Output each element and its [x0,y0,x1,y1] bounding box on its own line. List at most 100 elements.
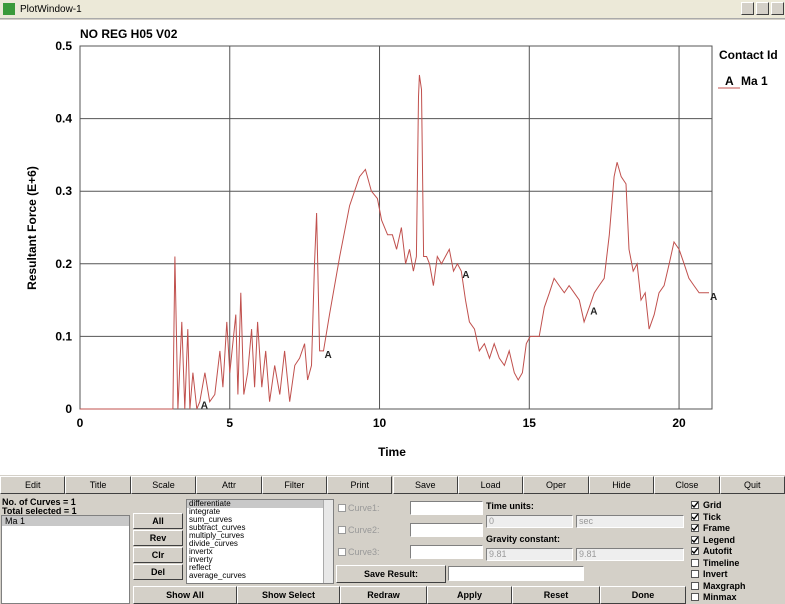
function-item[interactable]: integrate [189,507,221,516]
maximize[interactable] [756,2,769,15]
toolbar-button[interactable]: Title [65,476,131,494]
toolbar-button[interactable]: Scale [130,476,197,494]
function-item[interactable]: divide_curves [189,539,238,548]
curve-field-label: Curve1: [348,503,380,513]
toolbar-button[interactable]: Quit [719,476,785,494]
footer-button[interactable]: Done [600,586,686,604]
option-checkbox[interactable] [691,570,699,578]
check-mark [692,525,698,531]
title-bar: PlotWindow-1 [0,0,785,19]
toolbar-button[interactable]: Hide [588,476,655,494]
curve-checkbox[interactable] [338,526,346,534]
time-units-select[interactable]: 0 [486,515,573,528]
footer-button[interactable]: Show All [133,586,237,604]
curve-marker: A [590,306,597,317]
chart-title: NO REG H05 V02 [80,27,178,41]
check-mark [692,536,698,543]
option-checkbox[interactable] [691,547,699,555]
function-item[interactable]: subtract_curves [189,523,246,532]
option-label: Grid [703,500,722,510]
option-checkbox[interactable] [691,501,699,509]
legend-title: Contact Id [719,48,778,62]
toolbar-button[interactable]: Filter [261,476,328,494]
time-units-label: Time units: [486,501,534,511]
curve-field[interactable] [410,545,483,559]
footer-button[interactable]: Redraw [340,586,427,604]
check-mark [692,513,698,520]
option-label: Legend [703,534,736,545]
toolbar-button[interactable]: Oper [523,476,589,494]
curve-item[interactable]: Ma 1 [2,516,129,526]
curve-button[interactable]: All [133,513,183,529]
option-label: Minmax [703,592,737,602]
curve-list: Ma 1 [1,515,130,604]
x-tick-label: 5 [226,416,233,430]
app-icon [3,3,15,15]
option-checkbox[interactable] [691,535,699,544]
minimize[interactable] [741,2,754,15]
toolbar-button[interactable]: Print [327,476,393,494]
close-window[interactable] [771,2,784,15]
curve-checkbox[interactable] [338,548,346,556]
footer-button[interactable]: Show Select [237,586,340,604]
gravity-select[interactable]: 9.81 [576,548,684,561]
legend-marker: A [725,74,734,88]
curve-selected: Total selected = 1 [2,506,77,516]
curve-button[interactable]: Clr [133,547,183,563]
option-label: Maxgraph [703,580,746,591]
curve-marker: A [462,270,469,281]
x-axis-label: Time [378,445,406,459]
toolbar-button[interactable]: Load [457,476,524,494]
window-title: PlotWindow-1 [20,4,82,15]
toolbar-button[interactable]: Attr [196,476,262,494]
footer-button[interactable]: Apply [427,586,512,604]
curve-button[interactable]: Del [133,564,183,580]
x-tick-label: 15 [523,416,537,430]
x-tick-label: 10 [373,416,387,430]
function-item[interactable]: reflect [189,563,211,572]
option-checkbox[interactable] [691,524,699,532]
gravity-select[interactable]: 9.81 [486,548,573,561]
option-checkbox[interactable] [691,558,699,567]
data-line [80,74,709,410]
x-tick-label: 20 [672,416,686,430]
y-axis-label: Resultant Force (E+6) [25,166,39,290]
curve-checkbox[interactable] [338,504,346,512]
y-tick-label: 0.1 [55,329,72,343]
option-label: Autofit [703,546,732,556]
option-checkbox[interactable] [691,593,699,601]
function-item[interactable]: invertx [189,547,213,556]
y-tick-label: 0.4 [55,112,72,126]
curve-count: No. of Curves = 1 [2,497,76,507]
scrollbar[interactable] [323,500,333,583]
option-label: Invert [703,569,728,579]
function-item[interactable]: sum_curves [189,515,233,524]
y-tick-label: 0.5 [55,39,72,53]
option-label: Timeline [703,557,740,568]
toolbar-button[interactable]: Save [392,476,458,494]
function-item[interactable]: inverty [189,555,213,564]
curve-field[interactable] [410,501,483,515]
curve-marker: A [710,292,717,303]
function-item[interactable]: multiply_curves [189,531,245,540]
option-checkbox[interactable] [691,581,699,590]
gravity-label: Gravity constant: [486,534,561,544]
curve-field-label: Curve3: [348,547,380,557]
option-label: Tick [703,511,721,522]
save-result-button[interactable]: Save Result: [336,565,446,583]
footer-button[interactable]: Reset [512,586,600,604]
chart: 0 0.1 0.2 0.3 0.4 0.5 0 5 10 15 20 NO REG H05 V02 Ti… [0,20,785,475]
save-result-field[interactable] [448,566,584,581]
curve-field[interactable] [410,523,483,537]
x-tick-label: 0 [77,416,84,430]
option-checkbox[interactable] [691,512,699,521]
toolbar-button[interactable]: Close [654,476,720,494]
curve-button[interactable]: Rev [133,530,183,546]
legend-label: Ma 1 [741,74,768,88]
function-item[interactable]: average_curves [189,571,246,580]
function-item[interactable]: differentiate [187,500,323,508]
toolbar-button[interactable]: Edit [0,476,66,494]
time-units-select[interactable]: sec [576,515,684,528]
curve-field-label: Curve2: [348,525,380,535]
